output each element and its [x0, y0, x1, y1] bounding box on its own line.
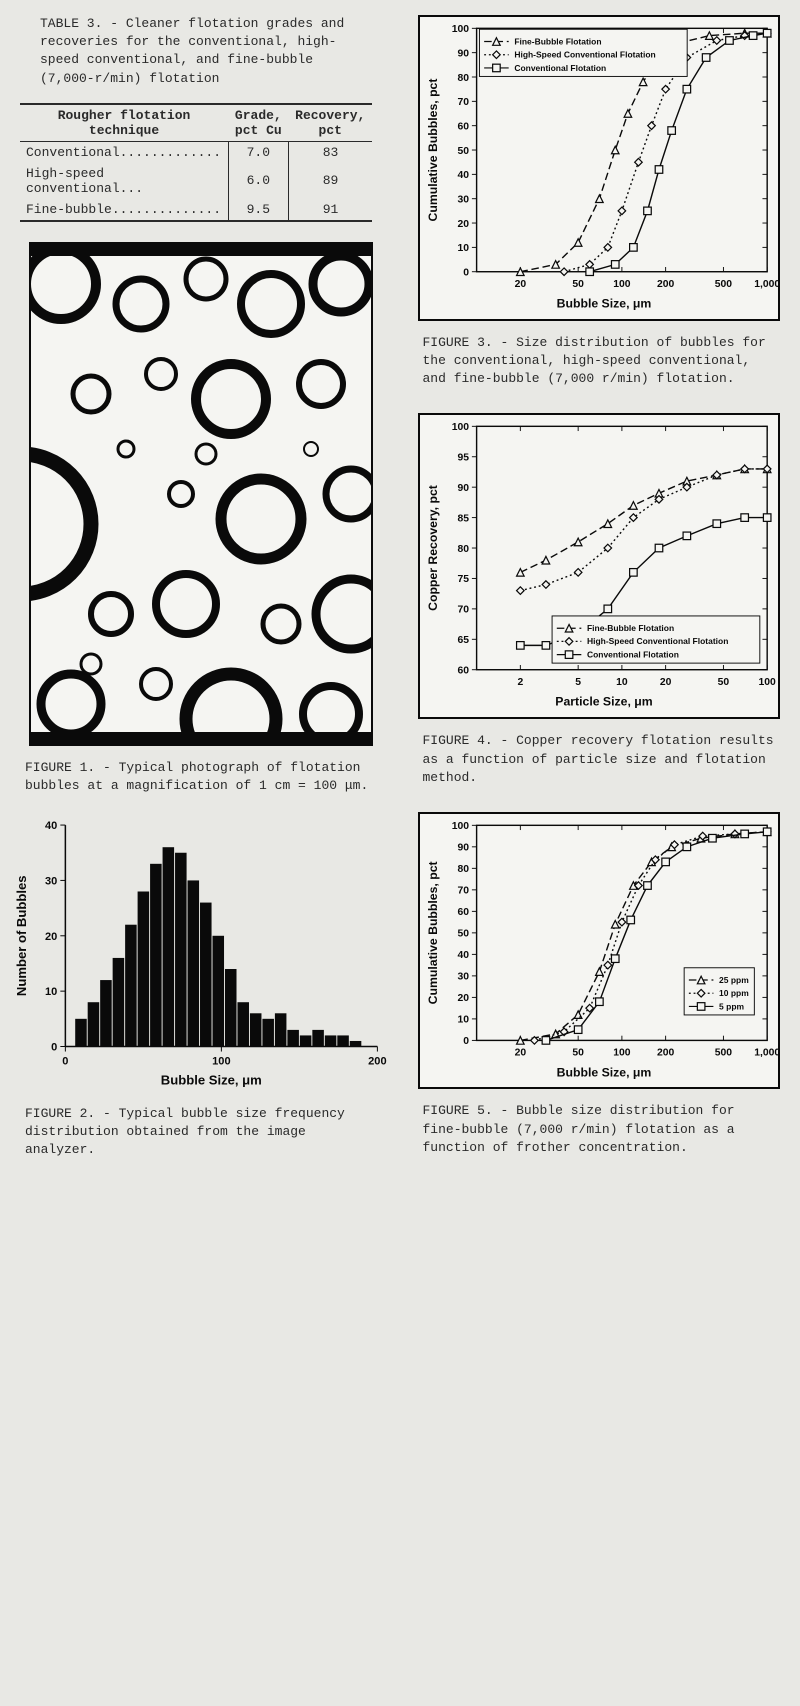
svg-text:70: 70	[457, 605, 469, 616]
svg-text:30: 30	[457, 194, 469, 205]
svg-text:Cumulative Bubbles, pct: Cumulative Bubbles, pct	[425, 861, 439, 1004]
svg-text:20: 20	[514, 1047, 526, 1058]
svg-text:200: 200	[656, 279, 674, 290]
svg-text:75: 75	[457, 575, 469, 586]
svg-text:10: 10	[616, 677, 628, 688]
svg-text:20: 20	[514, 279, 526, 290]
table-row: Conventional............. 7.0 83	[20, 141, 372, 163]
figure4-chart: 60 65 70 75 80 85 90 95 100 2 5 10 20 50 100 Fine-Bubbl…	[418, 413, 781, 719]
svg-text:25 ppm: 25 ppm	[719, 975, 749, 985]
svg-text:50: 50	[572, 1047, 584, 1058]
svg-text:High-Speed Conventional Flotat: High-Speed Conventional Flotation	[514, 50, 655, 60]
figure4-caption: FIGURE 4. - Copper recovery flotation re…	[423, 732, 776, 787]
svg-text:1,000: 1,000	[754, 1047, 778, 1058]
svg-text:10: 10	[45, 986, 57, 998]
svg-text:80: 80	[457, 73, 469, 84]
svg-text:Cumulative Bubbles, pct: Cumulative Bubbles, pct	[425, 79, 439, 222]
svg-text:High-Speed Conventional Flotat: High-Speed Conventional Flotation	[586, 637, 727, 647]
svg-text:10: 10	[457, 243, 469, 254]
svg-text:95: 95	[457, 453, 469, 464]
svg-text:Number of Bubbles: Number of Bubbles	[14, 876, 29, 997]
svg-text:2: 2	[517, 677, 523, 688]
svg-text:85: 85	[457, 514, 469, 525]
figure2-caption: FIGURE 2. - Typical bubble size frequenc…	[25, 1105, 378, 1160]
svg-text:5: 5	[575, 677, 581, 688]
svg-text:90: 90	[457, 843, 469, 854]
svg-text:65: 65	[457, 636, 469, 647]
table-row: Fine-bubble.............. 9.5 91	[20, 199, 372, 221]
svg-text:Particle Size, μm: Particle Size, μm	[555, 695, 652, 709]
svg-text:40: 40	[457, 950, 469, 961]
figure5-chart: 0 10 20 30 40 50 60 70 80 90 100 20 50 100 200 500 1,000…	[418, 812, 781, 1090]
svg-text:200: 200	[656, 1047, 674, 1058]
svg-text:30: 30	[457, 972, 469, 983]
svg-text:Fine-Bubble Flotation: Fine-Bubble Flotation	[514, 36, 601, 46]
svg-text:20: 20	[457, 219, 469, 230]
svg-text:70: 70	[457, 97, 469, 108]
svg-text:Bubble Size, μm: Bubble Size, μm	[556, 1065, 651, 1079]
svg-text:40: 40	[457, 170, 469, 181]
svg-text:100: 100	[758, 677, 776, 688]
table3-col1: Grade, pct Cu	[228, 104, 289, 142]
svg-text:50: 50	[457, 146, 469, 157]
table3-title: TABLE 3. - Cleaner flotation grades and …	[40, 15, 373, 88]
svg-text:30: 30	[45, 876, 57, 888]
svg-text:80: 80	[457, 544, 469, 555]
svg-text:20: 20	[45, 931, 57, 943]
svg-text:100: 100	[451, 24, 469, 35]
svg-text:50: 50	[572, 279, 584, 290]
svg-text:50: 50	[457, 929, 469, 940]
table3: Rougher flotation technique Grade, pct C…	[20, 103, 372, 222]
svg-text:Bubble Size, μm: Bubble Size, μm	[161, 1073, 262, 1088]
table3-col2: Recovery, pct	[289, 104, 372, 142]
figure1-image	[29, 242, 373, 746]
svg-text:100: 100	[613, 279, 631, 290]
svg-text:50: 50	[717, 677, 729, 688]
svg-text:0: 0	[463, 1036, 469, 1047]
svg-text:10: 10	[457, 1015, 469, 1026]
svg-text:20: 20	[457, 993, 469, 1004]
svg-text:5 ppm: 5 ppm	[719, 1001, 744, 1011]
figure3-caption: FIGURE 3. - Size distribution of bubbles…	[423, 334, 776, 389]
table3-col0: Rougher flotation technique	[20, 104, 228, 142]
svg-text:Fine-Bubble Flotation: Fine-Bubble Flotation	[586, 623, 673, 633]
figure1-caption: FIGURE 1. - Typical photograph of flotat…	[25, 759, 378, 795]
figure5-caption: FIGURE 5. - Bubble size distribution for…	[423, 1102, 776, 1157]
table-row: High-speed conventional... 6.0 89	[20, 163, 372, 199]
svg-text:0: 0	[62, 1056, 68, 1068]
svg-text:60: 60	[457, 666, 469, 677]
svg-text:Conventional Flotation: Conventional Flotation	[514, 63, 606, 73]
svg-text:70: 70	[457, 886, 469, 897]
svg-text:100: 100	[451, 423, 469, 434]
svg-text:90: 90	[457, 483, 469, 494]
svg-text:Conventional Flotation: Conventional Flotation	[586, 650, 678, 660]
figure3-chart: 0 10 20 30 40 50 60 70 80 90 100 20 50 100 200 500 1,000…	[418, 15, 781, 321]
svg-text:Bubble Size, μm: Bubble Size, μm	[556, 297, 651, 311]
svg-text:10 ppm: 10 ppm	[719, 988, 749, 998]
svg-text:20: 20	[659, 677, 671, 688]
svg-text:80: 80	[457, 864, 469, 875]
svg-text:500: 500	[714, 279, 732, 290]
svg-text:100: 100	[451, 821, 469, 832]
svg-text:0: 0	[51, 1042, 57, 1054]
svg-text:100: 100	[212, 1056, 230, 1068]
svg-text:90: 90	[457, 48, 469, 59]
svg-text:60: 60	[457, 907, 469, 918]
figure2-chart: 0 10 20 30 40 0 100 200 Bubble Size, μm Number of…	[10, 815, 393, 1097]
svg-text:500: 500	[714, 1047, 732, 1058]
svg-text:1,000: 1,000	[754, 279, 778, 290]
svg-text:100: 100	[613, 1047, 631, 1058]
svg-text:0: 0	[463, 267, 469, 278]
svg-text:60: 60	[457, 121, 469, 132]
svg-text:200: 200	[368, 1056, 386, 1068]
svg-text:Copper Recovery, pct: Copper Recovery, pct	[425, 486, 439, 612]
svg-text:40: 40	[45, 820, 57, 832]
